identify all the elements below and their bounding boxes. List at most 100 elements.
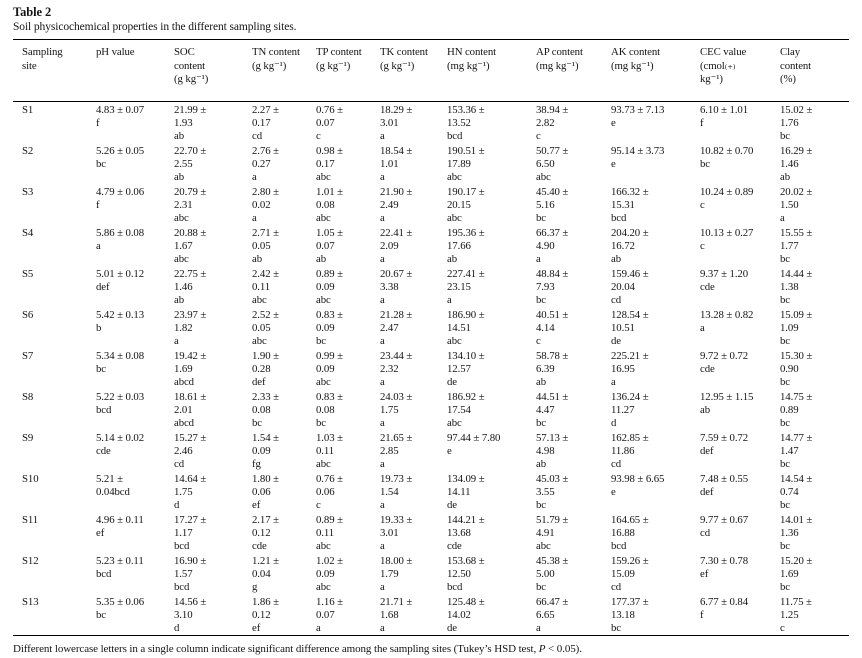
row-site-label: S12 [13, 553, 96, 594]
cell-line: 125.48 ± [447, 595, 485, 608]
cell-tk: 18.29 ±3.01 a [380, 101, 447, 143]
cell-line: 15.30 ± [780, 349, 813, 362]
cell-line: 93.98 ± 6.65 [611, 472, 665, 485]
cell-line: 14.51 [447, 321, 471, 334]
row-site-label: S1 [13, 101, 96, 143]
cell-line: bc [96, 362, 106, 375]
cell-line: 2.42 ± [252, 267, 279, 280]
cell-line: 44.51 ± [536, 390, 569, 403]
row-site-label: S4 [13, 225, 96, 266]
cell-line: 14.64 ± [174, 472, 207, 485]
cell-line: 66.37 ± [536, 226, 569, 239]
cell-line: d [174, 498, 180, 511]
cell-line: 45.40 ± [536, 185, 569, 198]
cell-soc: 19.42 ±1.69 abcd [174, 348, 252, 389]
cell-line: 23.97 ± [174, 308, 207, 321]
row-site-label: S8 [13, 389, 96, 430]
cell-line: AK content [611, 46, 661, 58]
cell-cec: 9.72 ± 0.72 cde [700, 348, 780, 389]
cell-line: def [96, 280, 110, 293]
cell-line: 0.05 [252, 239, 271, 252]
cell-line: bcd [96, 403, 112, 416]
cell-line: 5.42 ± 0.13 [96, 308, 145, 321]
cell-line: 7.59 ± 0.72 [700, 431, 749, 444]
cell-line: 9.37 ± 1.20 [700, 267, 749, 280]
cell-line: 17.66 [447, 239, 471, 252]
cell-line: 12.95 ± 1.15 [700, 390, 754, 403]
cell-tp: 0.83 ±0.09 bc [316, 307, 380, 348]
cell-line: a [380, 580, 385, 593]
cell-line: 57.13 ± [536, 431, 569, 444]
cell-line: 1.01 [380, 157, 399, 170]
cell-ap: 66.37 ±4.90 a [536, 225, 611, 266]
cell-line: de [447, 375, 457, 388]
cell-soc: 18.61 ±2.01 abcd [174, 389, 252, 430]
cell-ap: 57.13 ±4.98 ab [536, 430, 611, 471]
cell-line: bcd [174, 539, 190, 552]
cell-line: a [380, 416, 385, 429]
cell-clay: 14.44 ±1.38 bc [780, 266, 849, 307]
cell-line: 23.15 [447, 280, 471, 293]
cell-line: abc [174, 252, 189, 265]
cell-line: cde [700, 280, 715, 293]
cell-line: pH value [96, 46, 135, 58]
cell-line: a [536, 252, 541, 265]
cell-ak: 128.54 ±10.51 de [611, 307, 700, 348]
cell-line: 227.41 ± [447, 267, 485, 280]
cell-tn: 1.21 ±0.04 g [252, 553, 316, 594]
cell-line: 6.10 ± 1.01 [700, 103, 749, 116]
cell-ph: 5.42 ± 0.13 b [96, 307, 174, 348]
cell-line: bcd [447, 129, 463, 142]
cell-line: (mg kg⁻¹) [611, 59, 654, 72]
cell-line: 0.04 [252, 567, 271, 580]
cell-line: bc [316, 416, 326, 429]
cell-line: 128.54 ± [611, 308, 649, 321]
cell-line: 17.27 ± [174, 513, 207, 526]
cell-line: cd [700, 526, 710, 539]
cell-line: 2.80 ± [252, 185, 279, 198]
cell-line: 0.06 [252, 485, 271, 498]
cell-line: bc [252, 416, 262, 429]
cell-line: 1.77 [780, 239, 799, 252]
cell-line: 15.09 ± [780, 308, 813, 321]
cell-line: (g kg⁻¹) [252, 59, 287, 72]
cell-line: 0.76 ± [316, 472, 343, 485]
cell-line: a [252, 170, 257, 183]
cell-soc: 14.64 ±1.75 d [174, 471, 252, 512]
cell-line: 21.90 ± [380, 185, 413, 198]
cell-ap: 45.03 ±3.55 bc [536, 471, 611, 512]
cell-line: S1 [22, 103, 34, 116]
cell-line: 18.29 ± [380, 103, 413, 116]
cell-line: a [380, 539, 385, 552]
cell-line: a [174, 334, 179, 347]
cell-line: S12 [22, 554, 39, 567]
col-header-soc: SOC content (g kg⁻¹) [174, 39, 252, 102]
cell-line: 1.54 [380, 485, 399, 498]
cell-line: (g kg⁻¹) [380, 59, 415, 72]
cell-tk: 21.71 ±1.68 a [380, 594, 447, 636]
cell-line: (g kg⁻¹) [174, 73, 209, 85]
cell-line: 2.09 [380, 239, 399, 252]
cell-line: 10.13 ± 0.27 [700, 226, 754, 239]
cell-line: 66.47 ± [536, 595, 569, 608]
cell-line: 4.90 [536, 239, 555, 252]
cell-line: bc [780, 416, 790, 429]
cell-tk: 22.41 ±2.09 a [380, 225, 447, 266]
cell-line: 186.92 ± [447, 390, 485, 403]
table-row-s4: S4 5.86 ± 0.08 a 20.88 ±1.67 abc 2.71 ±0.05 ab… [13, 225, 849, 266]
row-site-label: S10 [13, 471, 96, 512]
cell-line: 13.52 [447, 116, 471, 129]
cell-tp: 1.16 ±0.07 a [316, 594, 380, 636]
cell-line: CEC value [700, 46, 747, 58]
cell-ap: 44.51 ±4.47 bc [536, 389, 611, 430]
cell-cec: 6.77 ± 0.84 f [700, 594, 780, 636]
cell-line: (mg kg⁻¹) [536, 59, 579, 72]
cell-tn: 2.42 ±0.11 abc [252, 266, 316, 307]
cell-line: a [700, 321, 705, 334]
cell-line: 16.90 ± [174, 554, 207, 567]
cell-line: 15.02 ± [780, 103, 813, 116]
row-site-label: S5 [13, 266, 96, 307]
cell-line: 14.01 ± [780, 513, 813, 526]
cell-tn: 2.17 ±0.12 cde [252, 512, 316, 553]
cell-line: 21.71 ± [380, 595, 413, 608]
